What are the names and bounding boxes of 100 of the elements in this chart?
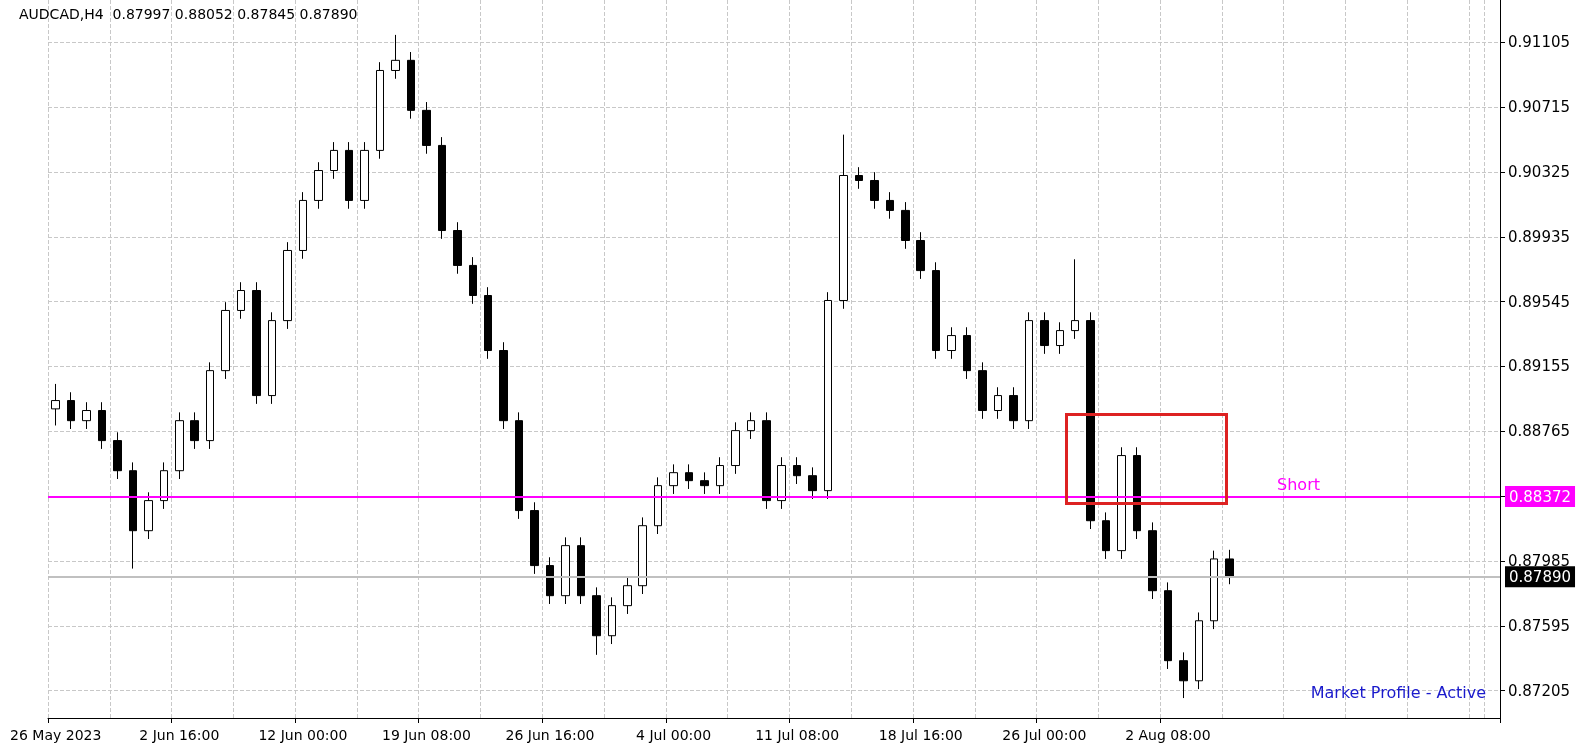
- candlestick: [546, 556, 554, 605]
- candlestick: [345, 141, 353, 210]
- candlestick: [499, 341, 508, 430]
- candlestick: [700, 471, 709, 495]
- candlestick: [422, 101, 431, 155]
- candlestick: [190, 411, 199, 450]
- candlestick: [747, 411, 755, 440]
- candlestick: [638, 516, 647, 595]
- candlestick: [1086, 311, 1095, 530]
- candlestick: [1225, 549, 1234, 585]
- candlestick: [577, 536, 585, 605]
- candlestick: [669, 463, 678, 495]
- candlestick: [793, 456, 801, 485]
- candlestick: [654, 476, 662, 535]
- candlestick: [994, 386, 1002, 420]
- y-tick-label: 0.90325: [1508, 163, 1571, 182]
- candlestick: [82, 401, 91, 430]
- candlestick: [283, 241, 292, 330]
- candlestick: [376, 61, 384, 160]
- chart-title: AUDCAD,H4 0.87997 0.88052 0.87845 0.87890: [19, 6, 358, 22]
- candlestick: [623, 576, 632, 615]
- text: 0.87890: [1509, 567, 1572, 586]
- candlestick: [51, 383, 60, 426]
- candlestick: [206, 361, 214, 450]
- x-tick-label: 19 Jun 08:00: [381, 727, 471, 743]
- candlestick: [1025, 311, 1033, 430]
- candlestick: [824, 291, 832, 500]
- candlestick: [1056, 321, 1064, 355]
- candlestick: [221, 301, 230, 380]
- candlestick: [484, 286, 492, 360]
- x-tick-label: 26 May 2023: [10, 727, 102, 743]
- y-tick-label: 0.90715: [1508, 98, 1571, 117]
- candlestick: [530, 501, 539, 575]
- candlestick: [360, 141, 369, 210]
- candlestick: [592, 586, 601, 656]
- candlestick: [330, 141, 338, 180]
- candlestick: [314, 161, 323, 210]
- candlestick: [716, 456, 724, 495]
- y-tick-label: 0.89545: [1508, 292, 1571, 311]
- x-tick-label: 12 Jun 00:00: [258, 727, 348, 743]
- candlestick: [160, 461, 168, 510]
- y-tick-label: 0.87205: [1508, 681, 1571, 700]
- candlestick: [237, 281, 245, 320]
- candlestick: [608, 596, 616, 645]
- candlestick: [1148, 521, 1157, 600]
- candlestick: [762, 411, 771, 510]
- candlestick: [870, 171, 879, 210]
- candlestick: [407, 51, 415, 120]
- y-tick-label: 0.88765: [1508, 422, 1571, 441]
- candlestick: [1102, 511, 1110, 560]
- candlestick: [685, 463, 693, 490]
- candlestick: [67, 391, 75, 430]
- candlestick: [515, 411, 523, 520]
- candlestick: [777, 456, 786, 510]
- candlestick: [947, 326, 956, 360]
- candlestick: [1009, 386, 1018, 430]
- y-tick-label: 0.87985: [1508, 551, 1571, 570]
- candlestick: [731, 421, 740, 475]
- candlestick: [252, 281, 261, 405]
- candlestick: [469, 256, 477, 305]
- candlestick: [453, 221, 462, 275]
- x-tick-label: 26 Jul 00:00: [1002, 727, 1087, 743]
- candlestick: [438, 136, 446, 240]
- candlestick: [978, 361, 987, 420]
- candlestick: [1040, 311, 1049, 355]
- annotation: Market Profile - Active: [1310, 682, 1487, 702]
- candlestick: [1179, 651, 1188, 699]
- candlestick: [901, 201, 910, 250]
- y-tick-label: 0.89935: [1508, 227, 1571, 246]
- candlestick: [299, 191, 307, 260]
- x-tick-label: 2 Jun 16:00: [139, 727, 220, 743]
- candlestick: [916, 231, 925, 280]
- x-tick-label: 4 Jul 00:00: [636, 727, 712, 743]
- candlestick: [113, 431, 122, 480]
- candlestick: [98, 401, 106, 450]
- candlestick: [129, 461, 137, 570]
- x-tick-label: 11 Jul 08:00: [755, 727, 840, 743]
- candlestick: [1071, 258, 1079, 340]
- candlestick: [268, 311, 276, 405]
- candlestick: [1133, 446, 1141, 540]
- candlestick: [808, 466, 817, 500]
- candlestick: [1117, 446, 1126, 560]
- y-tick-label: 0.87595: [1508, 616, 1571, 635]
- ref-line-label: Short: [1277, 475, 1320, 495]
- candlestick: [175, 411, 184, 480]
- candlestick: [391, 34, 400, 80]
- text: 0.88372: [1509, 487, 1572, 506]
- candlestick: [839, 134, 848, 310]
- candlestick: [1195, 611, 1203, 690]
- y-tick-label: 0.91105: [1508, 33, 1571, 52]
- candlestick: [886, 191, 894, 220]
- candlestick: [1164, 581, 1172, 670]
- x-tick-label: 26 Jun 16:00: [505, 727, 595, 743]
- y-tick-label: 0.89155: [1508, 357, 1571, 376]
- candlestick: [144, 491, 153, 540]
- candlestick: [561, 536, 570, 605]
- candlestick: [963, 326, 971, 380]
- x-tick-label: 2 Aug 08:00: [1125, 727, 1211, 743]
- candlestick: [855, 166, 863, 190]
- candlestick: [932, 261, 940, 360]
